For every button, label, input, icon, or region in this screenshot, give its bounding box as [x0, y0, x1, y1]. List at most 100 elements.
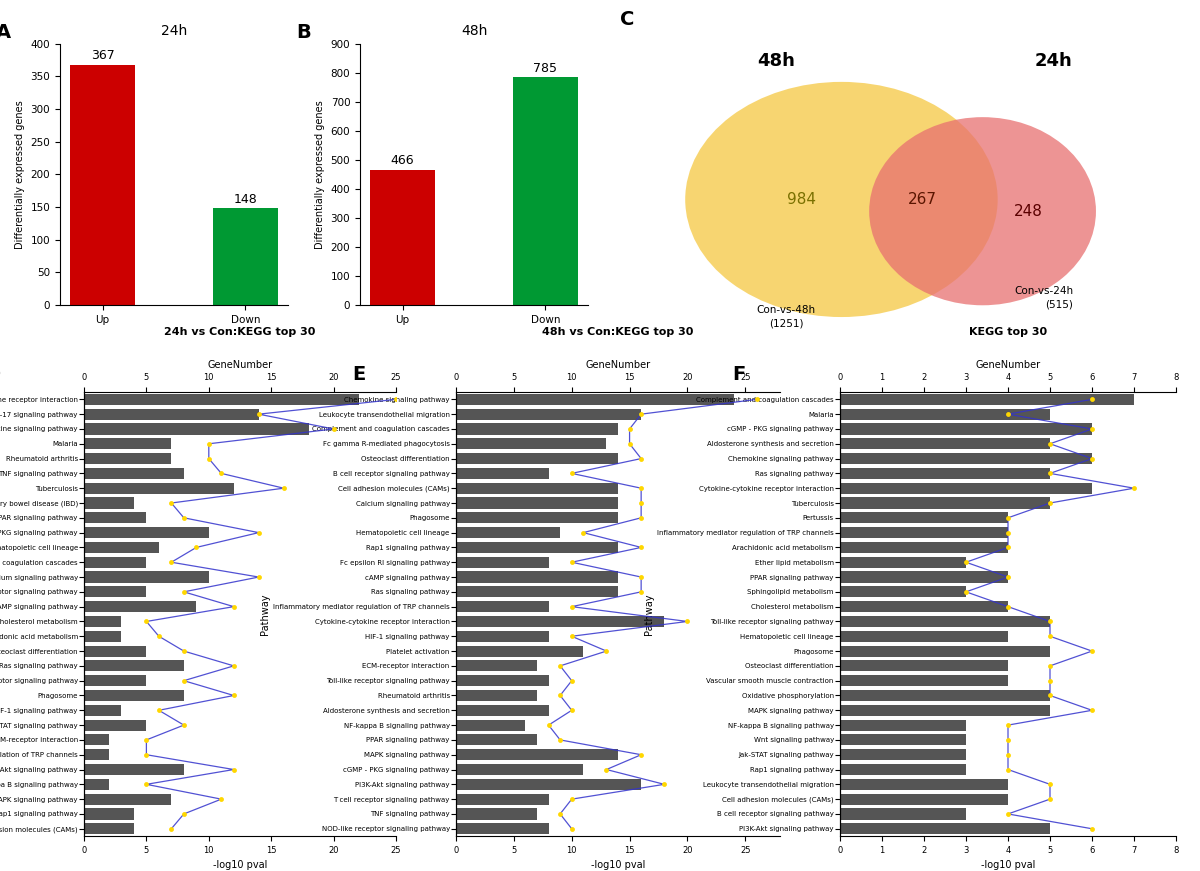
- Title: 24h: 24h: [161, 24, 187, 38]
- Bar: [84, 764, 184, 775]
- Bar: [456, 408, 641, 420]
- Bar: [840, 512, 1008, 523]
- Bar: [840, 631, 1008, 642]
- Bar: [456, 497, 618, 509]
- Bar: [840, 542, 1008, 553]
- Bar: [456, 823, 548, 834]
- Bar: [840, 734, 966, 746]
- Bar: [456, 601, 548, 612]
- Bar: [84, 394, 359, 405]
- Bar: [456, 779, 641, 790]
- Ellipse shape: [685, 82, 997, 317]
- X-axis label: -log10 pval: -log10 pval: [212, 861, 268, 870]
- Bar: [840, 719, 966, 731]
- Bar: [840, 675, 1008, 686]
- Bar: [84, 823, 134, 834]
- Bar: [456, 675, 548, 686]
- Bar: [840, 394, 1134, 405]
- Bar: [456, 616, 665, 627]
- Bar: [840, 601, 1008, 612]
- Bar: [840, 793, 1008, 805]
- Text: 466: 466: [391, 154, 414, 167]
- Bar: [840, 808, 966, 820]
- Text: 148: 148: [234, 192, 257, 206]
- Bar: [456, 645, 583, 657]
- Y-axis label: Pathway: Pathway: [644, 593, 654, 635]
- Bar: [456, 764, 583, 775]
- Y-axis label: Differentially expressed genes: Differentially expressed genes: [14, 100, 25, 248]
- Bar: [84, 512, 146, 523]
- Bar: [84, 675, 146, 686]
- Text: F: F: [732, 365, 745, 384]
- Bar: [840, 823, 1050, 834]
- Text: Con-vs-24h
(515): Con-vs-24h (515): [1014, 286, 1073, 309]
- Title: 48h vs Con:KEGG top 30: 48h vs Con:KEGG top 30: [542, 327, 694, 337]
- Bar: [84, 423, 308, 435]
- Bar: [456, 423, 618, 435]
- Bar: [456, 483, 618, 494]
- Bar: [84, 660, 184, 672]
- Bar: [84, 645, 146, 657]
- Bar: [84, 690, 184, 701]
- Bar: [840, 438, 1050, 449]
- X-axis label: -log10 pval: -log10 pval: [590, 861, 646, 870]
- Text: Con-vs-48h
(1251): Con-vs-48h (1251): [756, 306, 816, 328]
- Title: 48h: 48h: [461, 24, 487, 38]
- Bar: [84, 616, 121, 627]
- Bar: [840, 468, 1050, 479]
- Bar: [214, 208, 277, 305]
- Text: E: E: [353, 365, 366, 384]
- Text: A: A: [0, 23, 11, 42]
- Bar: [84, 557, 146, 568]
- Bar: [84, 408, 259, 420]
- Bar: [840, 645, 1050, 657]
- Bar: [456, 719, 526, 731]
- Bar: [456, 793, 548, 805]
- X-axis label: -log10 pval: -log10 pval: [980, 861, 1036, 870]
- Text: 48h: 48h: [757, 52, 794, 71]
- Bar: [456, 631, 548, 642]
- Bar: [84, 542, 158, 553]
- Bar: [84, 793, 172, 805]
- Text: B: B: [296, 23, 311, 42]
- Bar: [84, 719, 146, 731]
- Bar: [84, 527, 209, 538]
- Bar: [84, 453, 172, 464]
- Text: 24h: 24h: [1034, 52, 1072, 71]
- Bar: [84, 631, 121, 642]
- Text: 248: 248: [1014, 204, 1043, 219]
- Bar: [84, 705, 121, 716]
- Bar: [840, 705, 1050, 716]
- Bar: [840, 586, 966, 598]
- Bar: [71, 65, 134, 305]
- Bar: [840, 749, 966, 760]
- Bar: [840, 423, 1092, 435]
- Y-axis label: Pathway: Pathway: [260, 593, 270, 635]
- Bar: [456, 571, 618, 583]
- Bar: [84, 483, 234, 494]
- Bar: [456, 542, 618, 553]
- Bar: [456, 705, 548, 716]
- Bar: [840, 660, 1008, 672]
- Text: 367: 367: [91, 50, 114, 63]
- Ellipse shape: [869, 118, 1096, 306]
- Bar: [456, 749, 618, 760]
- Text: 267: 267: [907, 192, 936, 207]
- Bar: [456, 734, 538, 746]
- Bar: [840, 527, 1008, 538]
- Bar: [840, 453, 1092, 464]
- Bar: [456, 808, 538, 820]
- Bar: [840, 616, 1050, 627]
- Bar: [456, 512, 618, 523]
- Bar: [456, 690, 538, 701]
- Bar: [840, 779, 1008, 790]
- Bar: [456, 527, 560, 538]
- Bar: [84, 749, 109, 760]
- Bar: [456, 394, 733, 405]
- Bar: [456, 660, 538, 672]
- Bar: [84, 734, 109, 746]
- Title: KEGG top 30: KEGG top 30: [968, 327, 1048, 337]
- Bar: [456, 453, 618, 464]
- Bar: [84, 438, 172, 449]
- Bar: [456, 557, 548, 568]
